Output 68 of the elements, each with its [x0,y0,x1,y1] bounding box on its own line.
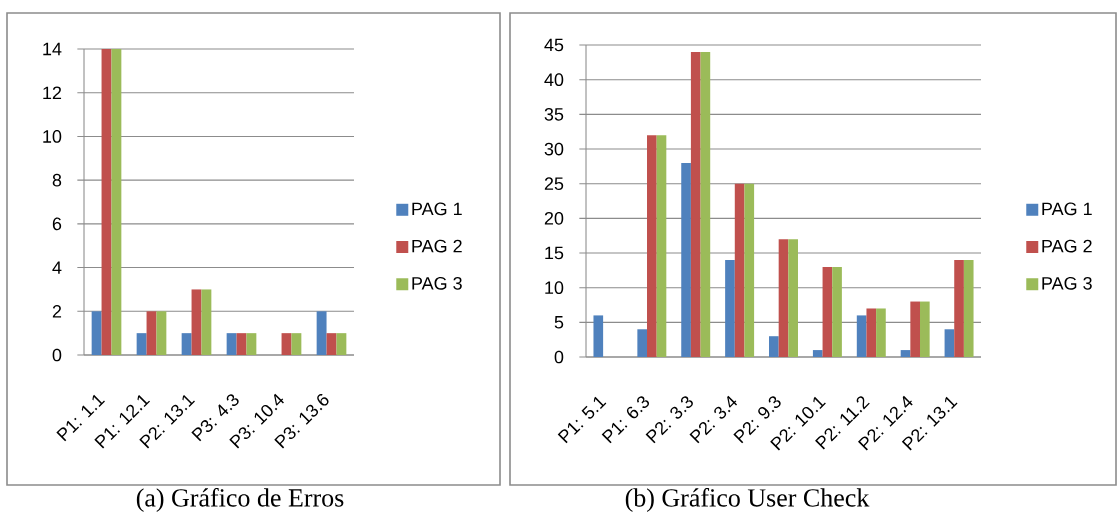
bar [681,162,691,358]
bar [788,239,798,358]
bar [91,311,102,356]
bar [734,183,745,358]
bar [876,308,886,358]
bar [778,239,789,358]
bar [700,51,711,358]
bar [690,51,701,358]
bar [226,333,237,356]
bar [637,329,648,358]
bar [336,333,347,356]
legend-label: PAG 3 [1042,276,1092,290]
bar [656,135,667,358]
bar [246,333,257,356]
y-tick-label: 10 [545,281,564,295]
bar [744,183,755,358]
text: (a) Gráfico de Erros [136,488,344,512]
bar [963,259,974,358]
bar [866,308,877,358]
bar [832,266,842,358]
bar [954,259,964,358]
y-tick-label: 0 [554,350,564,364]
bar [181,333,192,356]
bar [291,333,302,356]
bar [101,49,112,356]
legend-label: PAG 1 [1042,202,1092,216]
y-tick-label: 30 [544,142,564,156]
y-tick-label: 4 [52,261,62,274]
bar [326,333,337,356]
bar [593,315,604,358]
y-tick-label: 12 [43,86,62,100]
y-tick-label: 2 [52,305,62,318]
bar [725,259,735,358]
y-tick-label: 35 [544,107,564,121]
bar [136,333,147,356]
y-tick-label: 8 [52,173,62,187]
y-tick-label: 6 [52,217,62,231]
y-tick-label: 20 [544,211,564,225]
bar [769,336,779,358]
y-tick-label: 25 [544,177,564,191]
bar [856,315,867,358]
bar [316,311,327,356]
bar [191,289,202,356]
legend-label: PAG 2 [412,239,462,253]
legend-label: PAG 1 [412,202,462,216]
bar [281,333,292,356]
bar [201,289,212,356]
text: (b) Gráfico User Check [625,488,870,512]
bar [111,49,122,356]
y-tick-label: 15 [545,246,564,260]
y-tick-label: 14 [43,42,62,56]
bar [822,266,833,358]
bar [944,329,955,358]
bar [156,311,167,356]
y-tick-label: 45 [544,38,564,52]
bar [910,301,920,358]
y-tick-label: 5 [554,316,564,329]
bar [920,301,930,358]
bar [146,311,157,356]
legend-label: PAG 3 [412,276,462,290]
bar [812,350,823,358]
y-tick-label: 10 [43,130,62,143]
bar [900,350,911,358]
y-tick-label: 40 [544,73,564,87]
y-tick-label: 0 [52,348,62,362]
bar [236,333,247,356]
bar [647,135,657,358]
legend-label: PAG 2 [1042,239,1092,253]
